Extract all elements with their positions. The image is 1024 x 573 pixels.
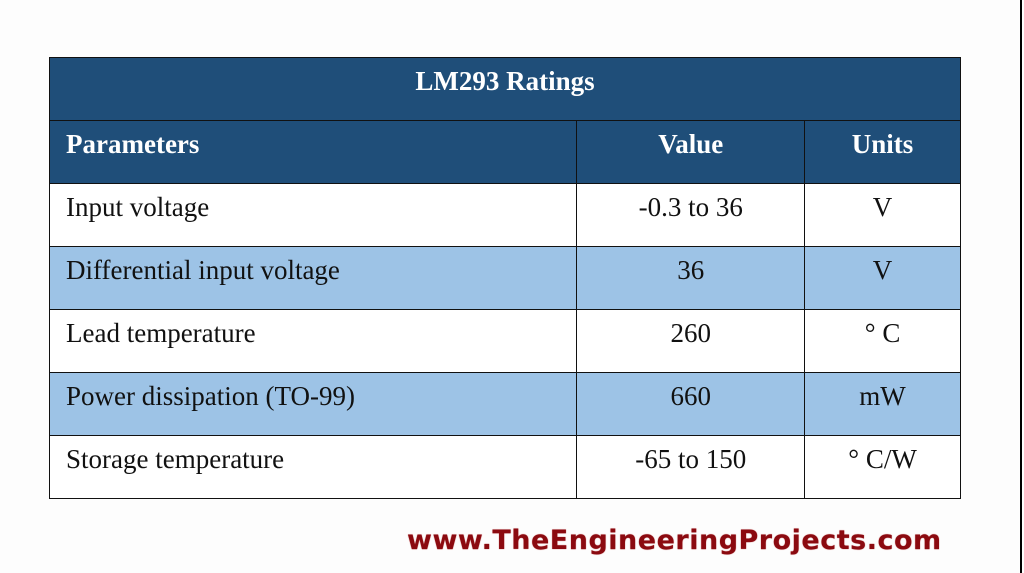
header-parameters: Parameters [48, 120, 578, 184]
parameter-cell: Power dissipation (TO-99) [48, 372, 578, 436]
value-cell: -65 to 150 [576, 435, 806, 499]
website-watermark: www.TheEngineeringProjects.com [407, 525, 942, 556]
table-row: Storage temperature -65 to 150 ° C/W [48, 435, 961, 499]
value-cell: 260 [576, 309, 806, 373]
value-cell: 36 [576, 246, 806, 310]
table-title-row: LM293 Ratings [49, 57, 961, 121]
table-row: Power dissipation (TO-99) 660 mW [48, 372, 961, 436]
right-edge-border [1020, 0, 1022, 573]
value-cell: -0.3 to 36 [576, 183, 806, 247]
header-value: Value [576, 120, 806, 184]
units-cell: ° C/W [804, 435, 961, 499]
units-cell: ° C [804, 309, 961, 373]
parameter-cell: Lead temperature [48, 309, 578, 373]
parameter-cell: Differential input voltage [48, 246, 578, 310]
parameter-cell: Storage temperature [48, 435, 578, 499]
parameter-cell: Input voltage [48, 183, 578, 247]
table-title: LM293 Ratings [49, 57, 961, 121]
ratings-table: LM293 Ratings Parameters Value Units Inp… [48, 57, 961, 499]
units-cell: V [804, 183, 961, 247]
value-cell: 660 [576, 372, 806, 436]
units-cell: mW [804, 372, 961, 436]
table-row: Differential input voltage 36 V [48, 246, 961, 310]
header-units: Units [804, 120, 961, 184]
table-row: Input voltage -0.3 to 36 V [48, 183, 961, 247]
units-cell: V [804, 246, 961, 310]
table-header-row: Parameters Value Units [48, 120, 961, 184]
table-row: Lead temperature 260 ° C [48, 309, 961, 373]
